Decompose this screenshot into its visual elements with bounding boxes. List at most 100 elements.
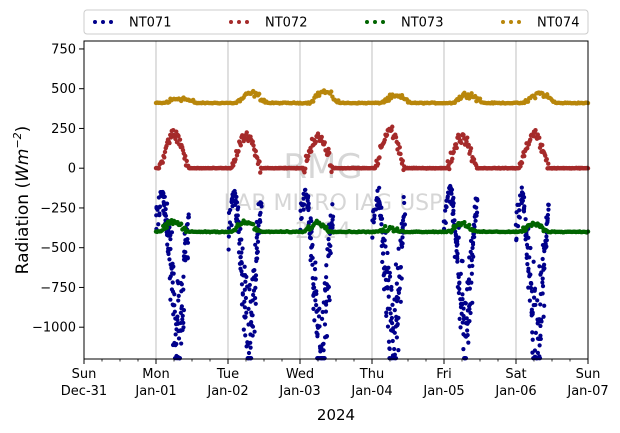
point-NT071: [540, 284, 546, 289]
point-NT071: [226, 226, 231, 231]
y-axis-label-close: ): [13, 126, 33, 133]
point-NT073: [462, 220, 467, 225]
point-NT071: [156, 222, 161, 227]
point-NT071: [449, 187, 455, 192]
point-NT071: [455, 251, 460, 256]
point-NT071: [472, 234, 477, 240]
point-NT071: [519, 185, 524, 190]
point-NT071: [461, 306, 466, 311]
point-NT071: [535, 350, 541, 355]
point-NT071: [473, 218, 478, 223]
point-NT071: [309, 244, 315, 249]
x-tick-day: Sun: [72, 367, 97, 382]
point-NT071: [313, 276, 318, 281]
point-NT071: [471, 254, 476, 259]
point-NT071: [253, 277, 259, 282]
point-NT071: [330, 202, 335, 207]
point-NT072: [176, 133, 181, 139]
point-NT071: [313, 298, 318, 303]
point-NT073: [182, 225, 187, 230]
point-NT072: [257, 159, 262, 164]
point-NT071: [544, 234, 549, 239]
point-NT071: [457, 280, 462, 285]
point-NT071: [445, 194, 450, 199]
point-NT071: [460, 259, 465, 264]
point-NT071: [467, 255, 472, 260]
point-NT071: [537, 356, 543, 361]
point-NT071: [460, 297, 465, 302]
point-NT071: [540, 276, 545, 281]
x-tick-day: Fri: [436, 367, 452, 382]
point-NT072: [309, 149, 314, 154]
point-NT071: [398, 299, 403, 304]
point-NT071: [186, 215, 191, 220]
point-NT071: [330, 214, 336, 219]
point-NT071: [387, 274, 393, 279]
point-NT071: [533, 302, 538, 308]
series-NT072: [153, 124, 591, 175]
point-NT071: [539, 319, 544, 324]
point-NT071: [168, 297, 173, 302]
point-NT071: [398, 265, 403, 270]
point-NT071: [312, 267, 318, 272]
point-NT071: [329, 221, 334, 226]
point-NT073: [324, 224, 329, 230]
plot-area: [84, 41, 588, 359]
point-NT071: [451, 201, 456, 206]
point-NT071: [154, 213, 159, 218]
point-NT072: [544, 157, 549, 162]
point-NT072: [255, 155, 260, 161]
point-NT071: [299, 216, 304, 221]
point-NT071: [179, 304, 184, 309]
point-NT071: [468, 310, 473, 316]
point-NT071: [389, 284, 394, 290]
point-NT071: [176, 298, 181, 303]
point-NT071: [179, 341, 184, 346]
point-NT071: [322, 356, 327, 361]
point-NT071: [161, 191, 166, 196]
point-NT071: [248, 340, 253, 345]
point-NT071: [185, 240, 191, 245]
point-NT071: [239, 282, 245, 287]
point-NT072: [375, 161, 381, 167]
point-NT072: [183, 153, 188, 159]
point-NT071: [313, 260, 318, 265]
point-NT071: [455, 256, 460, 261]
point-NT071: [311, 285, 317, 290]
point-NT072: [313, 139, 318, 145]
point-NT071: [306, 201, 311, 206]
point-NT071: [540, 256, 545, 262]
point-NT071: [255, 256, 260, 261]
point-NT071: [317, 324, 322, 329]
point-NT071: [541, 314, 546, 319]
x-axis: Sun Dec-31 Mon Jan-01 Tue Jan-02 Wed Jan-03 Thu J…: [61, 359, 609, 399]
point-NT071: [258, 219, 263, 224]
point-NT072: [384, 132, 390, 138]
point-NT071: [316, 314, 322, 319]
point-NT071: [400, 235, 405, 240]
point-NT071: [322, 322, 328, 327]
y-tick-label: −750: [40, 281, 76, 296]
series-NT073: [153, 218, 591, 235]
point-NT072: [540, 142, 545, 148]
point-NT071: [455, 259, 460, 264]
point-NT071: [530, 310, 535, 315]
point-NT071: [400, 225, 405, 230]
point-NT071: [396, 288, 402, 293]
point-NT071: [162, 194, 167, 199]
point-NT071: [384, 310, 389, 315]
point-NT074: [469, 91, 474, 96]
point-NT071: [386, 278, 391, 283]
series-NT074: [153, 88, 591, 106]
point-NT071: [309, 218, 314, 224]
point-NT071: [330, 217, 335, 222]
x-tick-day: Mon: [142, 367, 169, 382]
point-NT071: [252, 329, 257, 334]
point-NT071: [308, 236, 313, 241]
series-layer: [153, 88, 591, 361]
point-NT071: [161, 202, 166, 207]
point-NT071: [514, 236, 519, 241]
point-NT071: [541, 267, 546, 272]
point-NT071: [460, 292, 465, 297]
